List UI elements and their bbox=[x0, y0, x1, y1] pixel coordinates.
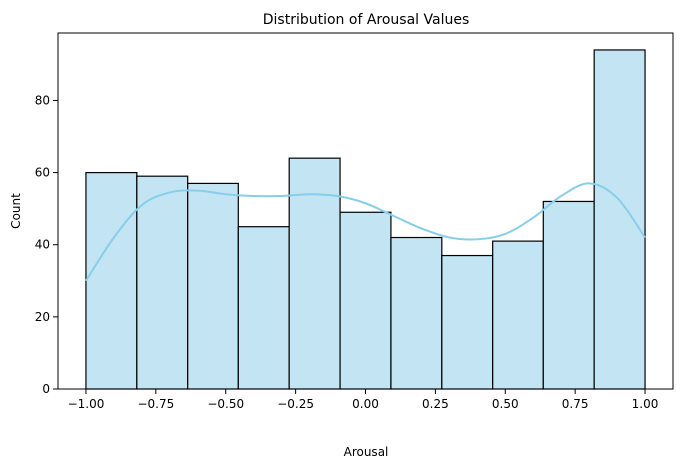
x-tick-label: 1.00 bbox=[632, 397, 659, 411]
y-tick-label: 0 bbox=[42, 382, 50, 396]
histogram-bar bbox=[492, 240, 544, 390]
histogram-bar bbox=[339, 211, 392, 390]
histogram-bar bbox=[542, 200, 595, 390]
x-tick-label: 0.25 bbox=[422, 397, 449, 411]
x-tick-label: −0.75 bbox=[137, 397, 174, 411]
histogram-bar bbox=[593, 49, 646, 390]
y-tick-label: 60 bbox=[35, 166, 50, 180]
x-tick-label: −0.25 bbox=[277, 397, 314, 411]
histogram-bar bbox=[390, 236, 443, 390]
x-axis: −1.00 −0.75 −0.50 −0.25 0.00 0.25 0.50 0.75 1.00 bbox=[68, 389, 659, 411]
histogram-bar bbox=[237, 226, 290, 390]
kde-curve bbox=[85, 182, 646, 282]
y-axis: 0 20 40 60 80 bbox=[35, 93, 58, 396]
y-tick-label: 20 bbox=[35, 310, 50, 324]
histogram-bar bbox=[187, 182, 239, 390]
x-tick-label: −1.00 bbox=[68, 397, 105, 411]
y-tick-label: 40 bbox=[35, 238, 50, 252]
x-axis-label: Arousal bbox=[344, 445, 389, 459]
chart-title: Distribution of Arousal Values bbox=[263, 12, 470, 28]
histogram-bar bbox=[441, 254, 494, 390]
x-tick-label: −0.50 bbox=[207, 397, 244, 411]
histogram-bar bbox=[85, 171, 138, 390]
histogram-bars bbox=[85, 49, 646, 390]
x-tick-label: 0.50 bbox=[492, 397, 519, 411]
histogram-bar bbox=[136, 175, 189, 390]
y-tick-label: 80 bbox=[35, 93, 50, 107]
x-tick-label: 0.00 bbox=[352, 397, 379, 411]
x-tick-label: 0.75 bbox=[562, 397, 589, 411]
y-axis-label: Count bbox=[9, 193, 23, 229]
histogram-bar bbox=[288, 157, 341, 390]
